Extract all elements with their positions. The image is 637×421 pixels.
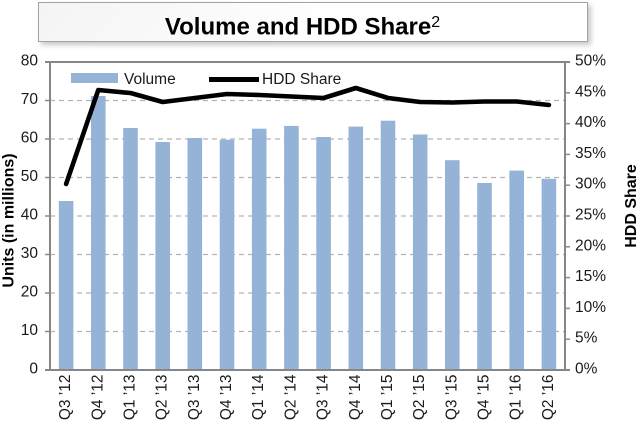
svg-text:50%: 50% [575, 53, 606, 70]
svg-text:Volume: Volume [124, 71, 176, 88]
svg-text:20: 20 [21, 284, 39, 301]
svg-text:30%: 30% [575, 176, 606, 193]
svg-text:Q3 ’15: Q3 ’15 [443, 375, 460, 421]
svg-text:40: 40 [21, 207, 39, 224]
svg-text:35%: 35% [575, 145, 606, 162]
svg-text:15%: 15% [575, 268, 606, 285]
svg-text:45%: 45% [575, 83, 606, 100]
svg-text:Q1 ’16: Q1 ’16 [508, 375, 525, 421]
svg-text:Q3 ’14: Q3 ’14 [315, 374, 332, 420]
svg-text:60: 60 [21, 130, 39, 147]
svg-text:10%: 10% [575, 299, 606, 316]
svg-text:Units (in millions): Units (in millions) [1, 153, 18, 287]
svg-text:Q4 ’12: Q4 ’12 [89, 375, 106, 421]
svg-text:5%: 5% [575, 330, 598, 347]
svg-text:Q1 ’15: Q1 ’15 [379, 375, 396, 421]
svg-text:40%: 40% [575, 114, 606, 131]
svg-text:Q4 ’15: Q4 ’15 [476, 375, 493, 421]
svg-text:30: 30 [21, 245, 39, 262]
svg-text:HDD Share: HDD Share [262, 71, 341, 88]
svg-text:Q1 ’14: Q1 ’14 [250, 374, 267, 420]
svg-text:10: 10 [21, 322, 39, 339]
svg-text:Q3 ’12: Q3 ’12 [57, 375, 74, 421]
svg-text:0: 0 [29, 361, 38, 378]
svg-text:Q2 ’16: Q2 ’16 [540, 375, 557, 421]
svg-text:Q1 ’13: Q1 ’13 [122, 375, 139, 421]
svg-text:Q2 ’14: Q2 ’14 [282, 374, 299, 420]
svg-text:HDD Share: HDD Share [623, 164, 637, 248]
svg-text:80: 80 [21, 53, 39, 70]
svg-text:Q2 ’13: Q2 ’13 [154, 375, 171, 421]
svg-text:0%: 0% [575, 361, 598, 378]
svg-text:Q4 ’14: Q4 ’14 [347, 374, 364, 420]
svg-text:20%: 20% [575, 237, 606, 254]
svg-text:50: 50 [21, 168, 39, 185]
svg-text:Q4 ’13: Q4 ’13 [218, 375, 235, 421]
svg-text:Q2 ’15: Q2 ’15 [411, 375, 428, 421]
svg-text:Q3 ’13: Q3 ’13 [186, 375, 203, 421]
svg-text:25%: 25% [575, 207, 606, 224]
svg-text:70: 70 [21, 91, 39, 108]
